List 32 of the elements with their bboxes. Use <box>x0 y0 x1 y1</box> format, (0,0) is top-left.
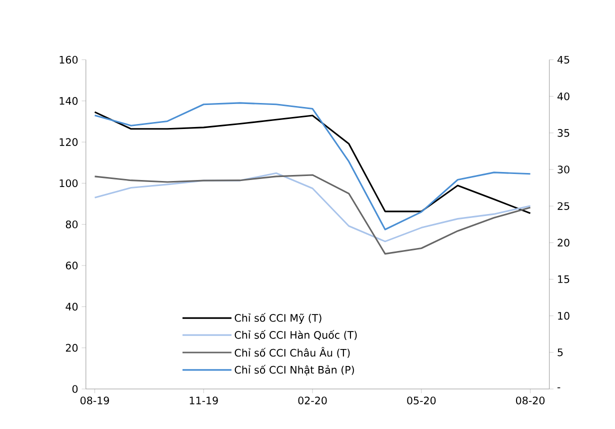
y-tick-label: 60 <box>66 262 78 270</box>
line-series <box>94 111 532 214</box>
x-tick-label: 05-20 <box>407 396 436 404</box>
legend-label: Chỉ số CCI Nhật Bản (P) <box>234 364 354 376</box>
y2-tick-label: - <box>557 387 560 388</box>
y-tick-label: 120 <box>60 138 78 146</box>
y-tick-label: 80 <box>66 220 78 228</box>
legend-label: Chỉ số CCI Hàn Quốc (T) <box>234 330 357 340</box>
line-series <box>94 102 532 230</box>
y2-tick-label: 45 <box>557 56 570 64</box>
x-tick-label: 08-19 <box>80 396 109 404</box>
legend-label: Chỉ số CCI Châu Âu (T) <box>234 346 350 358</box>
line-series <box>94 174 532 254</box>
x-tick-label: 11-19 <box>190 396 218 404</box>
y2-tick-label: 40 <box>557 92 570 100</box>
y2-tick-label: 20 <box>558 238 570 246</box>
y-tick-label: 140 <box>60 96 78 105</box>
y-tick-label: 100 <box>60 179 78 188</box>
y2-tick-label: 25 <box>558 202 570 210</box>
y-tick-label: 40 <box>66 302 78 310</box>
y2-tick-label: 5 <box>558 348 563 356</box>
y-tick-label: 0 <box>72 385 78 393</box>
y2-tick-label: 35 <box>558 128 570 137</box>
x-tick-label: 02-20 <box>298 396 327 404</box>
x-tick-label: 08-20 <box>516 396 545 404</box>
y2-tick-label: 30 <box>558 166 570 174</box>
y2-tick-label: 15 <box>558 275 570 283</box>
y2-tick-label: 10 <box>558 312 570 320</box>
legend-label: Chỉ số CCI Mỹ (T) <box>234 312 322 324</box>
line-series <box>94 172 532 242</box>
y-tick-label: 160 <box>60 56 78 64</box>
y-tick-label: 20 <box>66 344 78 352</box>
